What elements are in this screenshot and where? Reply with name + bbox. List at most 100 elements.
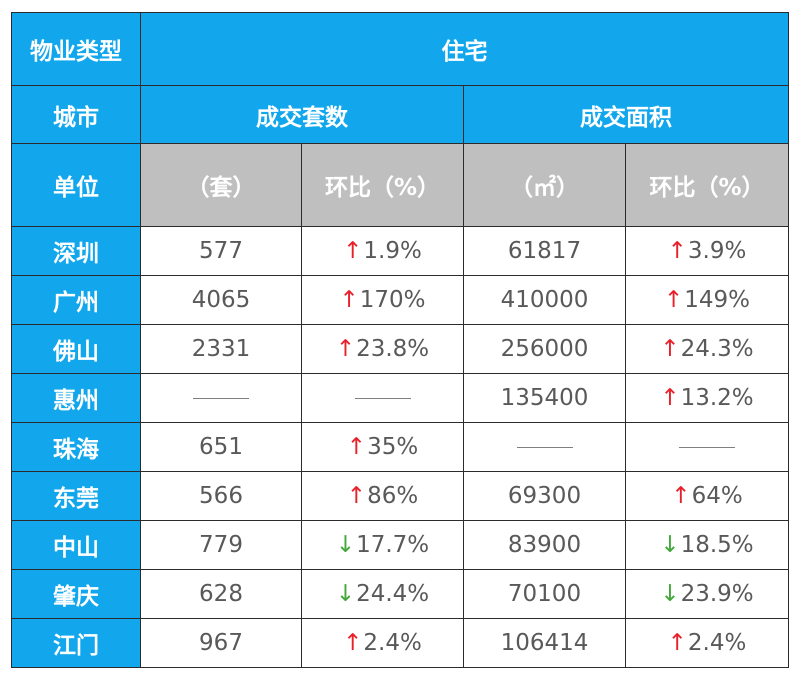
city-name: 广州 — [11, 275, 141, 325]
count-change-cell: ↑35% — [301, 422, 464, 472]
city-name: 江门 — [11, 618, 141, 668]
change-value: 24.4% — [356, 581, 430, 607]
unit-area-cell: （㎡） — [463, 143, 626, 227]
unit-change-cell: 环比（%） — [301, 143, 464, 227]
up-arrow-icon: ↑ — [343, 630, 363, 656]
change-value: 17.7% — [356, 532, 430, 558]
table-row: 佛山 2331 ↑23.8% 256000 ↑24.3% — [11, 324, 789, 374]
cell-value: 967 — [199, 630, 243, 656]
area-cell: 410000 — [463, 275, 626, 325]
area-cell: 69300 — [463, 471, 626, 521]
cell-value: 2331 — [191, 336, 251, 362]
change-value: 3.9% — [687, 238, 747, 264]
change-value: 86% — [367, 483, 419, 509]
count-cell: 779 — [140, 520, 302, 570]
table-row: 东莞 566 ↑86% 69300 ↑64% — [11, 471, 789, 521]
area-change-cell: ↑24.3% — [625, 324, 789, 374]
group-area-cell: 成交面积 — [463, 85, 789, 144]
up-arrow-icon: ↑ — [346, 483, 367, 509]
city-name: 东莞 — [11, 471, 141, 521]
area-cell: 135400 — [463, 373, 626, 423]
unit-label-cell: 单位 — [11, 143, 141, 227]
unit-change2-cell: 环比（%） — [625, 143, 789, 227]
change-value: 2.4% — [363, 630, 422, 656]
cell-value: 779 — [199, 532, 243, 558]
city-name: 珠海 — [11, 422, 141, 472]
change-value: 35% — [367, 434, 419, 460]
change-value: 23.8% — [356, 336, 430, 362]
up-arrow-icon: ↑ — [339, 287, 359, 313]
count-cell: 651 — [140, 422, 302, 472]
cell-value: 628 — [199, 581, 243, 607]
area-cell: 70100 — [463, 569, 626, 619]
count-change-cell: ↑86% — [301, 471, 464, 521]
city-name: 中山 — [11, 520, 141, 570]
group-count-cell: 成交套数 — [140, 85, 464, 144]
up-arrow-icon: ↑ — [343, 238, 363, 264]
table-row: 中山 779 ↓17.7% 83900 ↓18.5% — [11, 520, 789, 570]
up-arrow-icon: ↑ — [660, 336, 680, 362]
header-row-type: 物业类型 住宅 — [11, 12, 789, 86]
down-arrow-icon: ↓ — [335, 532, 356, 558]
table-row: 江门 967 ↑2.4% 106414 ↑2.4% — [11, 618, 789, 668]
city-name: 惠州 — [11, 373, 141, 423]
cell-value: 4065 — [191, 287, 251, 313]
count-change-cell: ↓17.7% — [301, 520, 464, 570]
count-cell: 2331 — [140, 324, 302, 374]
area-cell: 83900 — [463, 520, 626, 570]
cell-value: 566 — [199, 483, 243, 509]
down-arrow-icon: ↓ — [660, 581, 680, 607]
area-change-cell: ↑3.9% — [625, 226, 789, 276]
count-cell: 628 — [140, 569, 302, 619]
up-arrow-icon: ↑ — [671, 483, 691, 509]
city-label-cell: 城市 — [11, 85, 141, 144]
change-value: 2.4% — [687, 630, 747, 656]
change-value: 64% — [691, 483, 743, 509]
empty-dash — [193, 398, 249, 399]
count-change-cell: ↑170% — [301, 275, 464, 325]
header-row-group: 城市 成交套数 成交面积 — [11, 85, 789, 144]
count-change-cell — [301, 373, 464, 423]
up-arrow-icon: ↑ — [346, 434, 367, 460]
type-value-cell: 住宅 — [140, 12, 789, 86]
area-change-cell: ↑149% — [625, 275, 789, 325]
table-row: 深圳 577 ↑1.9% 61817 ↑3.9% — [11, 226, 789, 276]
cell-value: 577 — [199, 238, 243, 264]
area-cell: 61817 — [463, 226, 626, 276]
area-change-cell: ↓23.9% — [625, 569, 789, 619]
city-name: 深圳 — [11, 226, 141, 276]
cell-value: 61817 — [507, 238, 582, 264]
unit-count-cell: （套） — [140, 143, 302, 227]
empty-dash — [679, 447, 735, 448]
type-label-cell: 物业类型 — [11, 12, 141, 86]
table-row: 肇庆 628 ↓24.4% 70100 ↓23.9% — [11, 569, 789, 619]
empty-dash — [354, 398, 411, 399]
count-change-cell: ↑1.9% — [301, 226, 464, 276]
table-body: 物业类型 住宅 城市 成交套数 成交面积 单位 （套） 环比（%） （㎡） 环比… — [11, 12, 789, 668]
up-arrow-icon: ↑ — [667, 238, 687, 264]
count-cell — [140, 373, 302, 423]
header-row-unit: 单位 （套） 环比（%） （㎡） 环比（%） — [11, 143, 789, 227]
cell-value: 106414 — [500, 630, 589, 656]
table-row: 惠州 135400 ↑13.2% — [11, 373, 789, 423]
area-cell: 106414 — [463, 618, 626, 668]
up-arrow-icon: ↑ — [660, 385, 680, 411]
count-cell: 577 — [140, 226, 302, 276]
cell-value: 256000 — [500, 336, 589, 362]
count-cell: 967 — [140, 618, 302, 668]
down-arrow-icon: ↓ — [660, 532, 680, 558]
area-change-cell: ↑13.2% — [625, 373, 789, 423]
cell-value: 410000 — [500, 287, 589, 313]
change-value: 24.3% — [680, 336, 754, 362]
count-cell: 4065 — [140, 275, 302, 325]
change-value: 18.5% — [680, 532, 754, 558]
cell-value: 69300 — [507, 483, 582, 509]
down-arrow-icon: ↓ — [335, 581, 356, 607]
city-name: 肇庆 — [11, 569, 141, 619]
area-change-cell — [625, 422, 789, 472]
count-cell: 566 — [140, 471, 302, 521]
change-value: 170% — [359, 287, 426, 313]
table-row: 珠海 651 ↑35% — [11, 422, 789, 472]
area-cell — [463, 422, 626, 472]
change-value: 13.2% — [680, 385, 754, 411]
